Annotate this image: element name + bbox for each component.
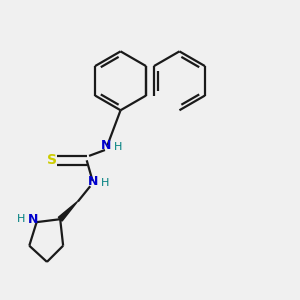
Text: S: S xyxy=(47,153,57,167)
Text: N: N xyxy=(28,213,38,226)
Text: H: H xyxy=(17,214,26,224)
Text: H: H xyxy=(101,178,109,188)
Text: H: H xyxy=(114,142,123,152)
Text: N: N xyxy=(100,139,111,152)
Polygon shape xyxy=(58,201,78,221)
Text: N: N xyxy=(88,175,98,188)
